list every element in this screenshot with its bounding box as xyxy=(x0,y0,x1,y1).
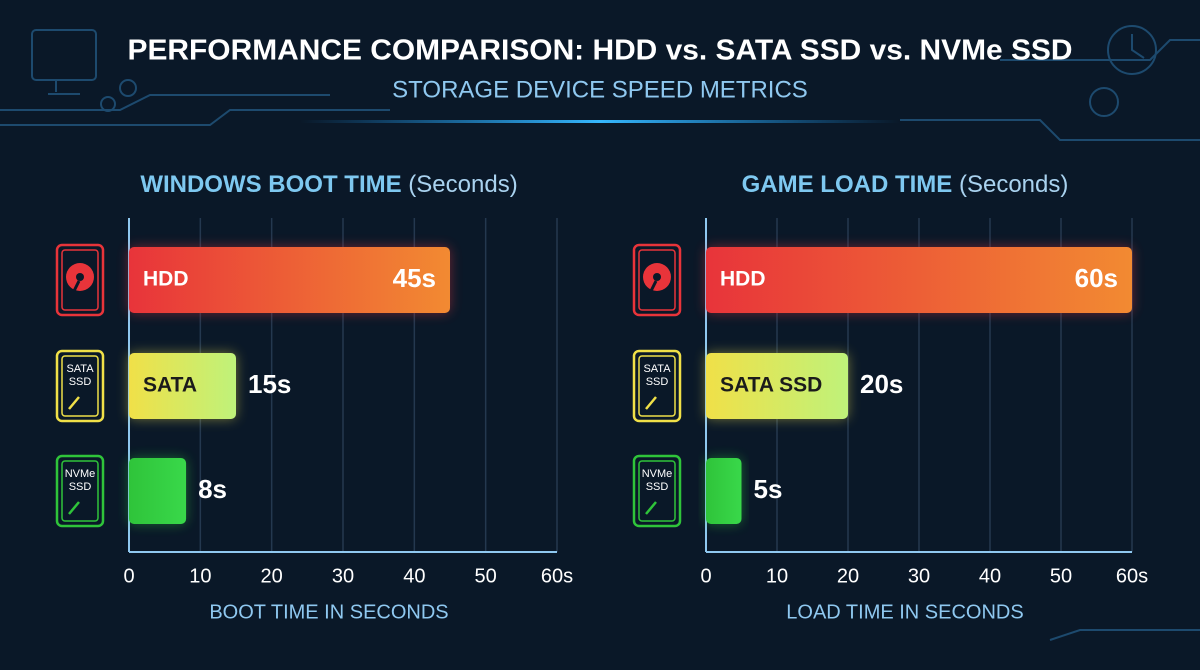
page-subtitle: STORAGE DEVICE SPEED METRICS xyxy=(392,76,808,103)
value-label: 8s xyxy=(198,474,227,504)
bar xyxy=(129,458,187,524)
icon-label: SATA SSD xyxy=(643,363,671,388)
x-tick-label: 40 xyxy=(403,565,425,587)
device-icon xyxy=(632,349,682,423)
device-icon xyxy=(632,243,682,317)
x-tick-label: 50 xyxy=(475,565,497,587)
x-tick-label: 10 xyxy=(766,565,788,587)
bar xyxy=(129,353,236,419)
icon-label: NVMe SSD xyxy=(64,468,96,493)
x-tick-label: 20 xyxy=(837,565,859,587)
bar xyxy=(706,458,742,524)
chart-title-unit: (Seconds) xyxy=(959,171,1068,198)
value-label: 60s xyxy=(1075,263,1118,293)
x-tick-label: 30 xyxy=(332,565,354,587)
chart-title-unit: (Seconds) xyxy=(408,171,517,198)
x-tick-label: 20 xyxy=(261,565,283,587)
value-label: 15s xyxy=(248,369,291,399)
x-tick-label: 0 xyxy=(700,565,711,587)
icon-label: NVMe SSD xyxy=(641,468,673,493)
value-label: 20s xyxy=(860,369,903,399)
chart-title: GAME LOAD TIME (Seconds) xyxy=(742,171,1069,198)
bar-label: SATA xyxy=(143,374,197,397)
page-title: PERFORMANCE COMPARISON: HDD vs. SATA SSD… xyxy=(128,35,1073,67)
x-tick-label: 30 xyxy=(908,565,930,587)
device-icon xyxy=(55,454,105,528)
x-axis-label: BOOT TIME IN SECONDS xyxy=(209,601,448,623)
device-icon xyxy=(55,349,105,423)
bar-label: HDD xyxy=(720,268,766,291)
bar xyxy=(706,247,1132,313)
x-tick-label: 40 xyxy=(979,565,1001,587)
icon-label: SATA SSD xyxy=(66,363,94,388)
bar xyxy=(129,247,450,313)
chart-title-main: WINDOWS BOOT TIME xyxy=(140,171,401,198)
x-tick-label: 0 xyxy=(123,565,134,587)
chart-title: WINDOWS BOOT TIME (Seconds) xyxy=(140,171,517,198)
bar-label: SATA SSD xyxy=(720,374,822,397)
chart-title-main: GAME LOAD TIME xyxy=(742,171,953,198)
device-icon xyxy=(55,243,105,317)
value-label: 45s xyxy=(393,263,436,293)
bar-label: HDD xyxy=(143,268,189,291)
decoration xyxy=(0,25,1200,641)
device-icon xyxy=(632,454,682,528)
x-tick-label: 10 xyxy=(189,565,211,587)
value-label: 5s xyxy=(754,474,783,504)
x-axis-label: LOAD TIME IN SECONDS xyxy=(786,601,1023,623)
x-tick-label: 50 xyxy=(1050,565,1072,587)
x-tick-label: 60s xyxy=(1116,565,1148,587)
bar xyxy=(706,353,848,419)
x-tick-label: 60s xyxy=(541,565,573,587)
